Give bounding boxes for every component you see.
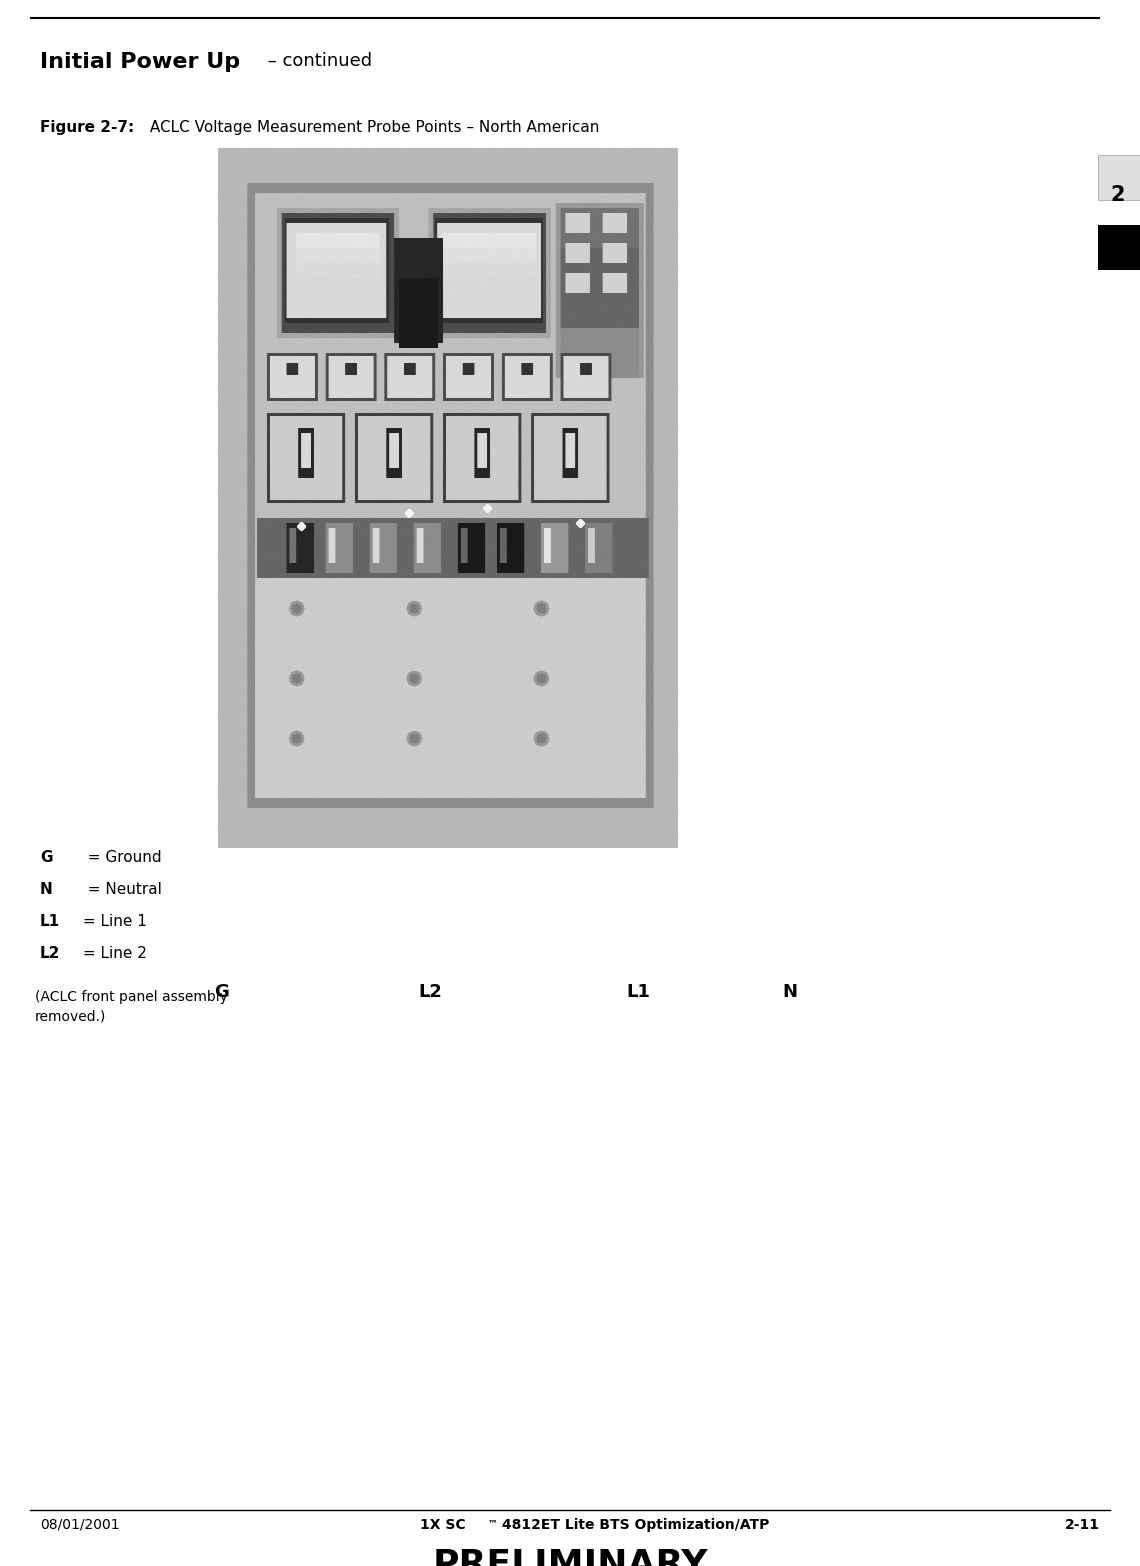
Text: ™: ™ [488,1517,498,1528]
Text: PRELIMINARY: PRELIMINARY [432,1549,708,1566]
Text: (ACLC front panel assembly
removed.): (ACLC front panel assembly removed.) [35,990,228,1024]
Text: L2: L2 [40,946,60,962]
Text: 2-11: 2-11 [1065,1517,1100,1532]
Text: L1: L1 [40,915,60,929]
Text: G: G [40,850,52,864]
Text: ACLC Voltage Measurement Probe Points – North American: ACLC Voltage Measurement Probe Points – … [145,121,600,135]
Text: Initial Power Up: Initial Power Up [40,52,241,72]
Text: – continued: – continued [262,52,372,70]
Text: 2: 2 [1110,185,1124,205]
Bar [1098,226,1140,269]
Text: 1X SC: 1X SC [420,1517,465,1532]
Text: = Neutral: = Neutral [78,882,162,897]
Bar [1098,155,1140,200]
Text: 08/01/2001: 08/01/2001 [40,1517,120,1532]
Text: G: G [214,983,229,1001]
Text: 4812ET Lite BTS Optimization/ATP: 4812ET Lite BTS Optimization/ATP [497,1517,770,1532]
Text: L2: L2 [418,983,442,1001]
Text: = Line 1: = Line 1 [78,915,147,929]
Text: = Ground: = Ground [78,850,162,864]
Text: N: N [782,983,798,1001]
Text: = Line 2: = Line 2 [78,946,147,962]
Text: N: N [40,882,52,897]
Text: L1: L1 [626,983,650,1001]
Text: Figure 2-7:: Figure 2-7: [40,121,135,135]
